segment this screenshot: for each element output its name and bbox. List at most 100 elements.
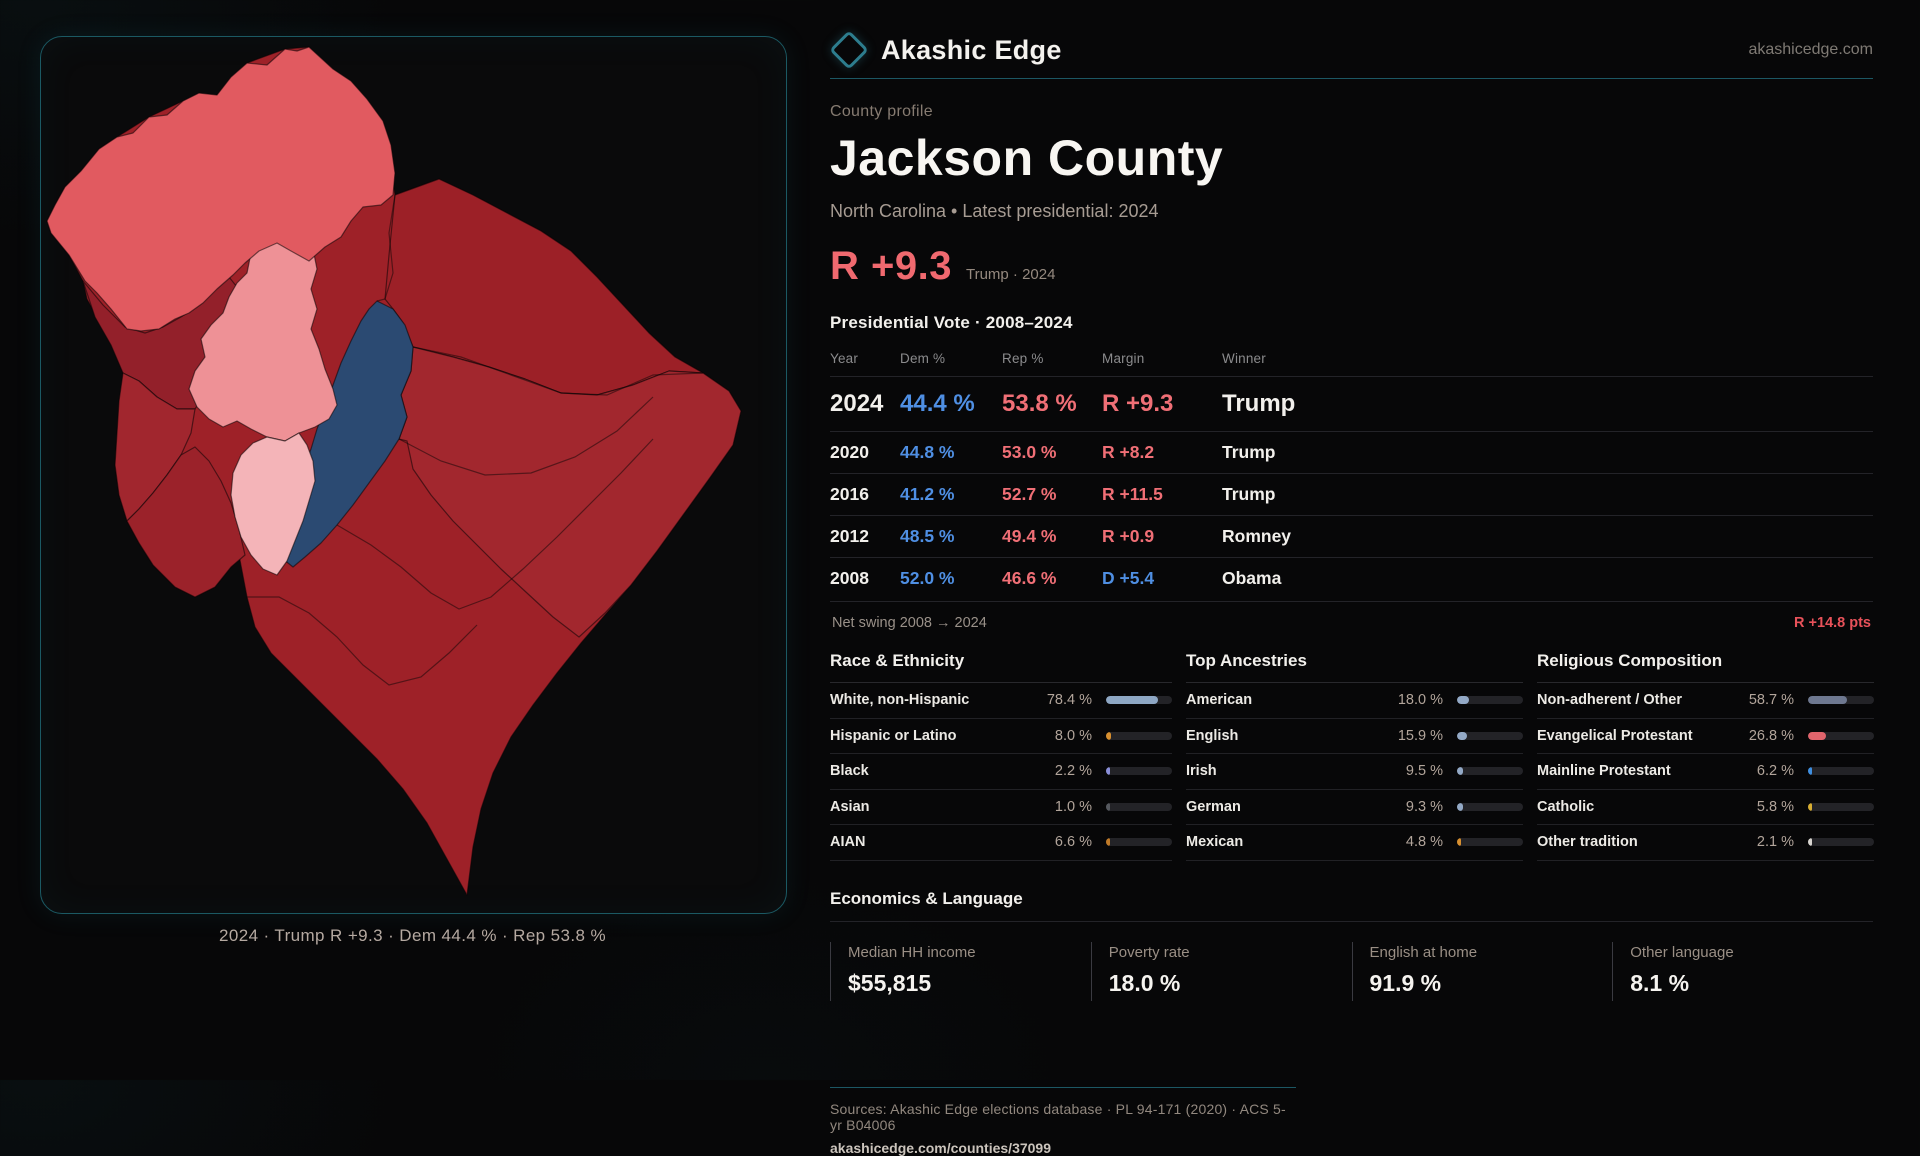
demographic-label: Hispanic or Latino (830, 727, 957, 744)
demographic-label: Irish (1186, 763, 1217, 780)
demographic-label: Non-adherent / Other (1537, 692, 1683, 709)
brand-diamond-icon (829, 30, 869, 70)
demographic-row: Other tradition 2.1 % (1537, 825, 1874, 861)
stat-label: Median HH income (848, 943, 976, 961)
cell-year: 2024 (830, 376, 900, 432)
demographic-bar-track (1808, 731, 1874, 740)
cell-dem: 41.2 % (900, 473, 1002, 516)
stat-value: 91.9 % (1369, 969, 1442, 996)
vote-table-row: 2016 41.2 % 52.7 % R +11.5 Trump (830, 473, 1873, 516)
county-salmon-northwest (46, 46, 396, 332)
demographic-row: American 18.0 % (1186, 683, 1523, 719)
site-url[interactable]: akashicedge.com (1748, 41, 1873, 58)
demographic-bar-fill (1106, 696, 1158, 705)
stat-value: 18.0 % (1108, 969, 1181, 996)
cell-winner: Romney (1222, 515, 1873, 558)
permalink-url[interactable]: akashicedge.com/counties/37099 (830, 1139, 1051, 1156)
demographic-row: Black 2.2 % (830, 754, 1172, 790)
demographic-bar-fill (1808, 731, 1826, 740)
county-border (398, 396, 654, 476)
county-border (412, 346, 704, 396)
vote-table-header: Year Dem % Rep % Margin Winner (830, 343, 1873, 377)
race-ethnicity-column: Race & Ethnicity White, non-Hispanic 78.… (830, 641, 1172, 861)
page-title: Jackson County (830, 130, 1224, 186)
cell-winner: Trump (1222, 473, 1873, 516)
section-title: Race & Ethnicity (830, 641, 1172, 683)
demographic-bar-track (1457, 731, 1523, 740)
cell-winner: Trump (1222, 376, 1873, 432)
cell-margin: R +9.3 (1102, 376, 1222, 432)
county-map (46, 46, 742, 896)
demographic-label: Black (830, 763, 869, 780)
demographic-bar-fill (1808, 838, 1812, 847)
cell-year: 2012 (830, 515, 900, 558)
vote-table-row: 2012 48.5 % 49.4 % R +0.9 Romney (830, 515, 1873, 558)
demographic-bar-track (1457, 767, 1523, 776)
lean-caption: Trump · 2024 (965, 266, 1056, 283)
demographic-value: 6.6 % (1054, 834, 1092, 851)
cell-rep: 53.8 % (1002, 376, 1102, 432)
demographic-label: White, non-Hispanic (830, 692, 970, 709)
cell-year: 2016 (830, 473, 900, 516)
stat-value: 8.1 % (1630, 969, 1690, 996)
demographic-bar-track (1106, 731, 1172, 740)
masthead-rule (830, 78, 1873, 79)
stat-card: Median HH income $55,815 (830, 941, 1091, 1001)
vote-table-row: 2008 52.0 % 46.6 % D +5.4 Obama (830, 558, 1873, 600)
demographic-bar-fill (1106, 767, 1110, 776)
masthead: Akashic Edge akashicedge.com (829, 28, 1873, 72)
demographic-row: Mexican 4.8 % (1186, 825, 1523, 861)
demographic-bar-track (1106, 767, 1172, 776)
demographic-bar-fill (1106, 802, 1110, 811)
demographic-value: 6.2 % (1756, 763, 1794, 780)
demographic-bar-track (1808, 802, 1874, 811)
demographic-row: Irish 9.5 % (1186, 754, 1523, 790)
page-footer: Sources: Akashic Edge elections database… (830, 1086, 1296, 1156)
county-profile-pane: Akashic Edge akashicedge.com County prof… (829, 28, 1874, 1156)
stat-card: Other language 8.1 % (1612, 941, 1873, 1001)
net-swing-row: Net swing 2008 → 2024 R +14.8 pts (830, 601, 1873, 633)
sources-text: Sources: Akashic Edge elections database… (830, 1100, 1286, 1133)
demographic-label: Mainline Protestant (1537, 763, 1671, 780)
lean-value: R +9.3 (830, 244, 952, 288)
column-header: Year (830, 343, 900, 377)
demographic-bar-track (1106, 696, 1172, 705)
demographic-label: English (1186, 727, 1239, 744)
demographic-bar-fill (1457, 802, 1464, 811)
cell-winner: Trump (1222, 431, 1873, 474)
cell-dem: 48.5 % (900, 515, 1002, 558)
column-header: Rep % (1002, 343, 1102, 377)
stat-label: Poverty rate (1108, 943, 1190, 961)
column-header: Winner (1222, 343, 1873, 377)
vote-table-row: 2020 44.8 % 53.0 % R +8.2 Trump (830, 431, 1873, 474)
cell-year: 2020 (830, 431, 900, 474)
cell-margin: R +8.2 (1102, 431, 1222, 474)
demographic-bar-fill (1808, 767, 1813, 776)
ancestries-column: Top Ancestries American 18.0 % English 1… (1186, 641, 1523, 861)
demographic-value: 78.4 % (1046, 692, 1092, 709)
vote-table-title: Presidential Vote · 2008–2024 (830, 313, 1073, 332)
demographic-value: 15.9 % (1397, 727, 1443, 744)
demographic-bar-track (1106, 838, 1172, 847)
cell-rep: 53.0 % (1002, 431, 1102, 474)
net-swing-value: R +14.8 pts (1794, 615, 1871, 631)
cell-rep: 52.7 % (1002, 473, 1102, 516)
economics-title: Economics & Language (830, 879, 1873, 922)
demographic-value: 8.0 % (1054, 727, 1092, 744)
column-header: Margin (1102, 343, 1222, 377)
demographic-value: 9.3 % (1405, 798, 1443, 815)
stat-label: Other language (1630, 943, 1734, 961)
demographic-bar-track (1457, 802, 1523, 811)
economics-stats: Median HH income $55,815 Poverty rate 18… (830, 941, 1873, 1001)
demographic-row: German 9.3 % (1186, 790, 1523, 825)
county-map-panel (40, 36, 787, 914)
demographic-row: Evangelical Protestant 26.8 % (1537, 719, 1874, 754)
demographic-label: German (1186, 798, 1241, 815)
demographic-row: AIAN 6.6 % (830, 825, 1172, 861)
vote-table-row: 2024 44.4 % 53.8 % R +9.3 Trump (830, 376, 1873, 432)
demographic-value: 9.5 % (1405, 763, 1443, 780)
demographic-label: American (1186, 692, 1253, 709)
demographic-label: Other tradition (1537, 834, 1638, 851)
stat-card: Poverty rate 18.0 % (1090, 941, 1352, 1001)
demographic-bar-fill (1457, 838, 1461, 847)
